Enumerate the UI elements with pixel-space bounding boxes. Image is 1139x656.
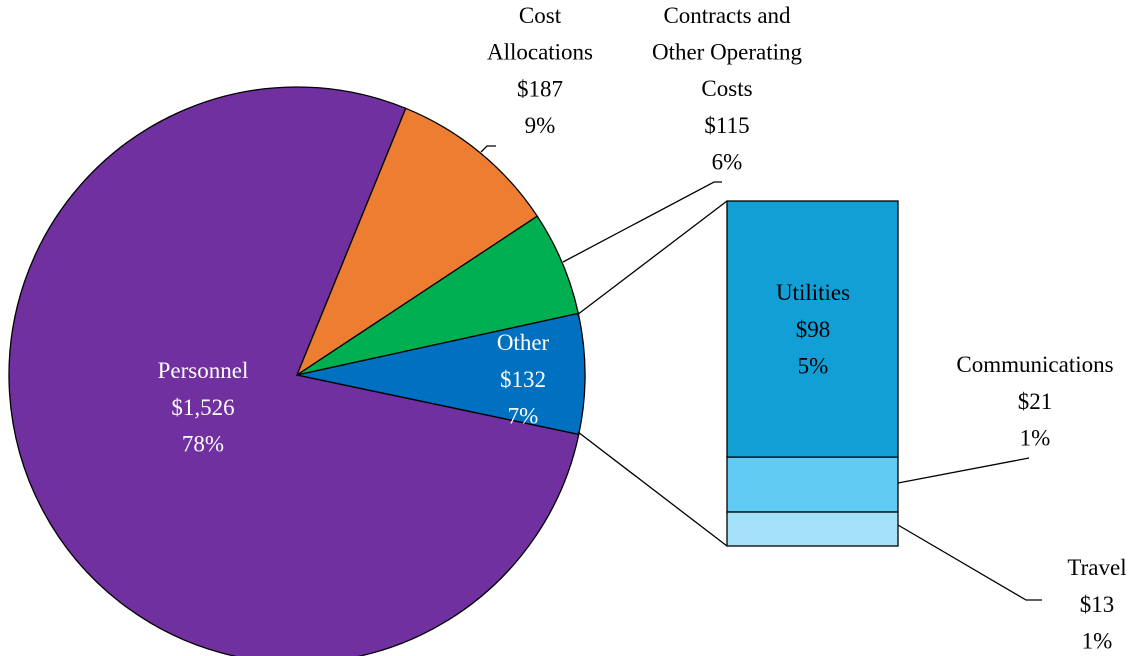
marks bbox=[8, 86, 899, 656]
connector-line bbox=[577, 431, 728, 547]
category-label: Personnel bbox=[158, 358, 249, 383]
bar-segment bbox=[726, 456, 899, 513]
value-label: $21 bbox=[1018, 389, 1053, 414]
category-label: Communications bbox=[956, 352, 1113, 377]
leader-line bbox=[897, 457, 1030, 484]
leader-lines bbox=[480, 145, 1042, 601]
connector-line bbox=[576, 200, 728, 316]
value-label: $98 bbox=[796, 317, 831, 342]
category-label: Cost Allocations bbox=[487, 3, 593, 65]
bar-segment bbox=[726, 511, 899, 547]
percent-label: 6% bbox=[712, 149, 743, 174]
category-label: Travel bbox=[1067, 555, 1126, 580]
leader-line bbox=[480, 145, 496, 153]
leader-line bbox=[897, 524, 1042, 601]
value-label: $187 bbox=[517, 76, 563, 101]
category-label: Utilities bbox=[776, 280, 850, 305]
pie-slice bbox=[8, 86, 580, 656]
pie-slice bbox=[295, 107, 539, 377]
value-label: $13 bbox=[1080, 592, 1115, 617]
category-label: Other bbox=[497, 330, 550, 355]
percent-label: 1% bbox=[1082, 628, 1113, 653]
pie-slice bbox=[296, 312, 586, 436]
percent-label: 9% bbox=[525, 113, 556, 138]
labels: Personnel $1,526 78% Cost Allocations $187 9% C… bbox=[158, 3, 1127, 653]
leader-line bbox=[562, 181, 722, 263]
percent-label: 5% bbox=[798, 353, 829, 378]
value-label: $1,526 bbox=[171, 395, 234, 420]
value-label: $132 bbox=[500, 367, 546, 392]
category-label: Contracts and Other Operating Costs bbox=[652, 3, 803, 101]
percent-label: 7% bbox=[508, 403, 539, 428]
value-label: $115 bbox=[704, 113, 749, 138]
percent-label: 1% bbox=[1020, 425, 1051, 450]
percent-label: 78% bbox=[182, 431, 224, 456]
